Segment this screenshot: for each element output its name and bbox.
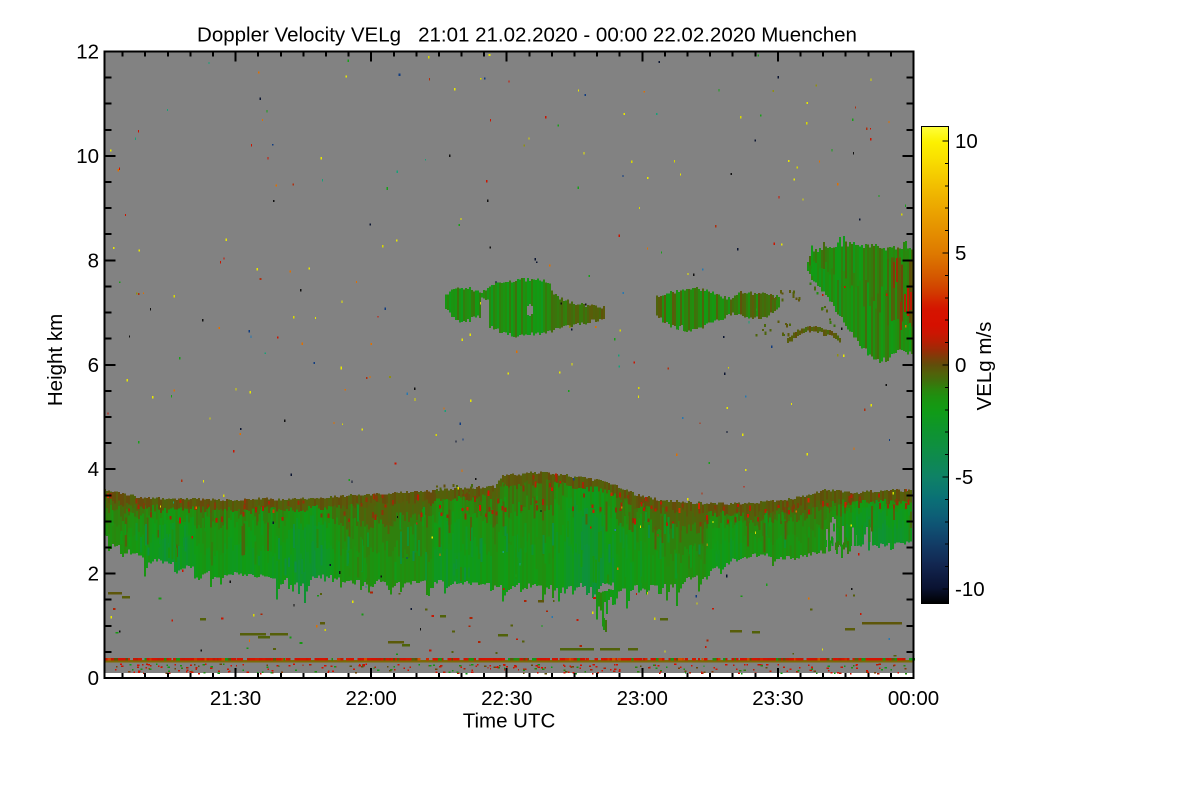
svg-text:6: 6: [88, 354, 99, 377]
svg-text:0: 0: [955, 354, 966, 377]
svg-text:-5: -5: [955, 466, 973, 489]
svg-text:8: 8: [88, 249, 99, 272]
svg-text:21:30: 21:30: [210, 687, 261, 710]
svg-text:23:30: 23:30: [752, 687, 803, 710]
svg-text:10: 10: [76, 145, 99, 168]
svg-text:23:00: 23:00: [617, 687, 668, 710]
svg-text:22:30: 22:30: [481, 687, 532, 710]
svg-text:10: 10: [955, 130, 978, 153]
svg-text:Height km: Height km: [44, 314, 67, 406]
svg-text:00:00: 00:00: [888, 687, 939, 710]
svg-text:12: 12: [76, 41, 99, 64]
svg-text:-10: -10: [955, 578, 985, 601]
svg-text:0: 0: [88, 667, 99, 690]
svg-text:VELg m/s: VELg m/s: [973, 322, 996, 411]
svg-text:2: 2: [88, 563, 99, 586]
svg-text:5: 5: [955, 242, 966, 265]
svg-text:Doppler Velocity VELg 21:01: Doppler Velocity VELg 21:01 21.02.2020 -…: [197, 24, 857, 47]
svg-text:Time UTC: Time UTC: [463, 710, 556, 733]
svg-text:22:00: 22:00: [345, 687, 396, 710]
svg-text:4: 4: [88, 458, 99, 481]
